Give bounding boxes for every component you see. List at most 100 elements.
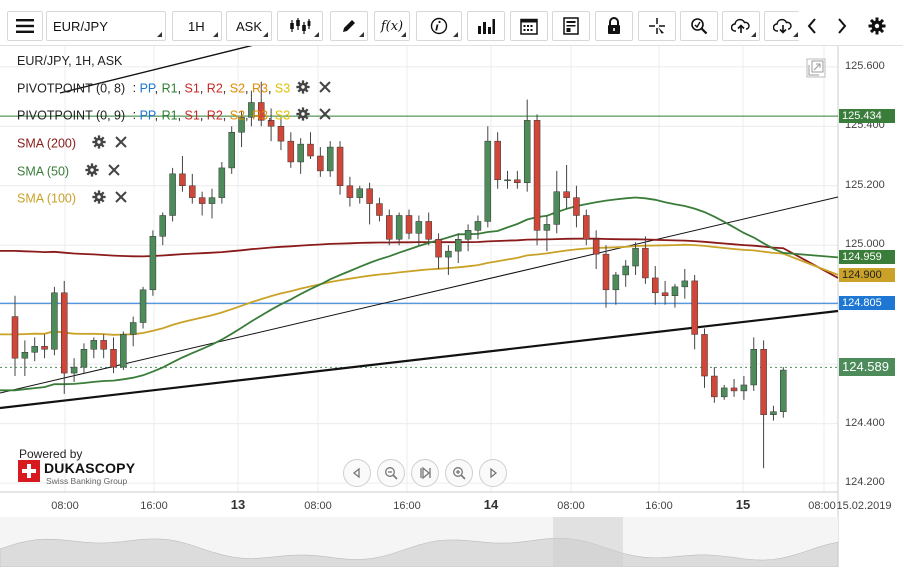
- candle[interactable]: [317, 147, 324, 177]
- scroll-left-button[interactable]: [798, 11, 826, 41]
- close-icon[interactable]: [319, 108, 331, 124]
- candle[interactable]: [661, 280, 669, 305]
- candle[interactable]: [80, 343, 88, 374]
- timeframe-select[interactable]: 1H: [172, 11, 222, 41]
- candle[interactable]: [642, 236, 649, 284]
- gear-icon[interactable]: [296, 80, 310, 98]
- scroll-back-button[interactable]: [343, 459, 371, 487]
- calendar-button[interactable]: [510, 11, 548, 41]
- candle[interactable]: [484, 126, 492, 228]
- trendline-thick[interactable]: [0, 309, 839, 410]
- candle[interactable]: [51, 286, 58, 356]
- indicators-button[interactable]: f(x): [374, 11, 410, 41]
- candle[interactable]: [592, 230, 600, 269]
- scroll-forward-button[interactable]: [479, 459, 507, 487]
- download-button[interactable]: [764, 11, 802, 41]
- candle[interactable]: [307, 132, 314, 159]
- candle[interactable]: [573, 185, 580, 228]
- candle[interactable]: [622, 260, 629, 287]
- candle[interactable]: [602, 245, 610, 308]
- candle[interactable]: [336, 141, 344, 195]
- candle[interactable]: [425, 212, 432, 246]
- lock-button[interactable]: [595, 11, 633, 41]
- candle[interactable]: [326, 141, 334, 177]
- candle[interactable]: [287, 132, 295, 168]
- menu-button[interactable]: [7, 11, 43, 41]
- close-icon[interactable]: [115, 191, 127, 207]
- candle[interactable]: [228, 126, 235, 174]
- upload-button[interactable]: [722, 11, 760, 41]
- candle[interactable]: [445, 245, 452, 275]
- candle[interactable]: [701, 328, 708, 388]
- candle[interactable]: [770, 405, 777, 421]
- candle[interactable]: [179, 156, 186, 192]
- candle[interactable]: [376, 197, 383, 222]
- candle[interactable]: [543, 215, 551, 252]
- candle[interactable]: [31, 337, 38, 362]
- candle[interactable]: [435, 233, 442, 269]
- candle[interactable]: [90, 337, 98, 359]
- candle[interactable]: [41, 334, 48, 359]
- candle[interactable]: [652, 266, 659, 305]
- candle[interactable]: [395, 212, 403, 246]
- candle[interactable]: [189, 173, 196, 204]
- candle[interactable]: [169, 167, 176, 222]
- candle[interactable]: [129, 316, 137, 347]
- close-icon[interactable]: [115, 136, 127, 152]
- candle[interactable]: [11, 295, 19, 377]
- instrument-select[interactable]: EUR/JPY: [46, 11, 166, 41]
- candle[interactable]: [159, 212, 166, 246]
- candle[interactable]: [514, 170, 521, 189]
- candle[interactable]: [720, 384, 728, 400]
- reset-button[interactable]: [411, 459, 439, 487]
- candle[interactable]: [780, 367, 787, 418]
- sma-50-line[interactable]: [0, 196, 839, 392]
- candle[interactable]: [740, 376, 748, 400]
- sma-100-line[interactable]: [0, 243, 839, 336]
- zoom-out-button[interactable]: [377, 459, 405, 487]
- candle[interactable]: [494, 132, 501, 189]
- candle[interactable]: [464, 224, 472, 252]
- candle[interactable]: [455, 233, 462, 264]
- candle[interactable]: [366, 182, 373, 225]
- info-button[interactable]: [416, 11, 462, 41]
- candle[interactable]: [21, 340, 29, 377]
- volume-button[interactable]: [467, 11, 505, 41]
- crosshair-button[interactable]: [638, 11, 676, 41]
- candle[interactable]: [563, 164, 570, 210]
- candle[interactable]: [671, 283, 679, 308]
- candle[interactable]: [248, 90, 255, 127]
- candle[interactable]: [504, 170, 511, 189]
- candle[interactable]: [61, 280, 68, 394]
- candle[interactable]: [386, 209, 393, 246]
- candle[interactable]: [110, 337, 117, 374]
- candle[interactable]: [711, 367, 718, 403]
- trendline-upper[interactable]: [59, 46, 460, 94]
- navigator-window[interactable]: [553, 517, 623, 567]
- candle[interactable]: [70, 358, 78, 382]
- candle[interactable]: [612, 271, 620, 305]
- gear-icon[interactable]: [91, 135, 106, 153]
- navigator[interactable]: [0, 517, 839, 567]
- gear-icon[interactable]: [296, 107, 310, 125]
- dukascopy-logo[interactable]: DUKASCOPY Swiss Banking Group: [18, 460, 138, 488]
- candle[interactable]: [238, 111, 245, 148]
- candle[interactable]: [218, 161, 226, 204]
- candle[interactable]: [691, 274, 698, 350]
- candle[interactable]: [553, 170, 560, 234]
- drawing-tools-button[interactable]: [330, 11, 368, 41]
- chart-type-button[interactable]: [277, 11, 323, 41]
- gear-icon[interactable]: [91, 190, 106, 208]
- close-icon[interactable]: [108, 164, 120, 180]
- candle[interactable]: [533, 114, 541, 246]
- candle[interactable]: [120, 331, 127, 371]
- side-select[interactable]: ASK: [226, 11, 272, 41]
- candle[interactable]: [474, 215, 482, 240]
- candle[interactable]: [100, 334, 107, 359]
- candle[interactable]: [258, 81, 265, 127]
- trendline-thin[interactable]: [0, 196, 839, 394]
- candle[interactable]: [415, 215, 423, 246]
- report-button[interactable]: [552, 11, 590, 41]
- expand-icon[interactable]: [806, 58, 826, 78]
- gear-icon[interactable]: [84, 163, 99, 181]
